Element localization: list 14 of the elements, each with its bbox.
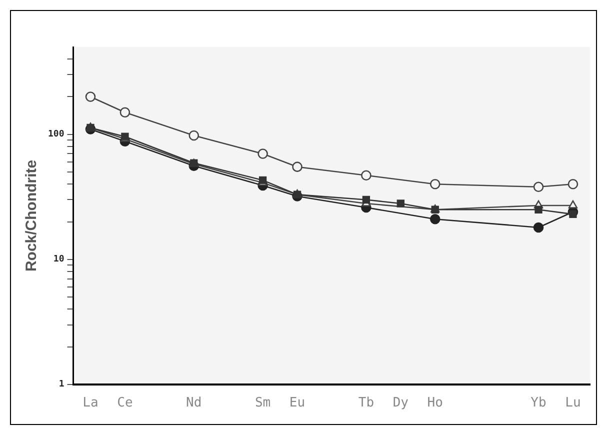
y-tick-label: 100 — [48, 130, 64, 140]
x-tick-label: Sm — [254, 396, 271, 411]
x-tick-label: Ce — [117, 396, 133, 411]
x-tick-label: Yb — [530, 396, 547, 411]
x-tick-label: Tb — [358, 396, 374, 411]
x-tick-label: Ho — [427, 396, 443, 411]
x-tick-label: Nd — [186, 396, 202, 411]
x-tick-label: Lu — [565, 396, 581, 411]
y-axis-title: Rock/Chondrite — [23, 160, 40, 272]
x-tick-label: Dy — [392, 396, 409, 411]
x-tick-label: La — [82, 396, 98, 411]
x-tick-label: Eu — [289, 396, 306, 411]
y-tick-label: 10 — [53, 254, 64, 265]
y-tick-label: 1 — [58, 380, 64, 390]
